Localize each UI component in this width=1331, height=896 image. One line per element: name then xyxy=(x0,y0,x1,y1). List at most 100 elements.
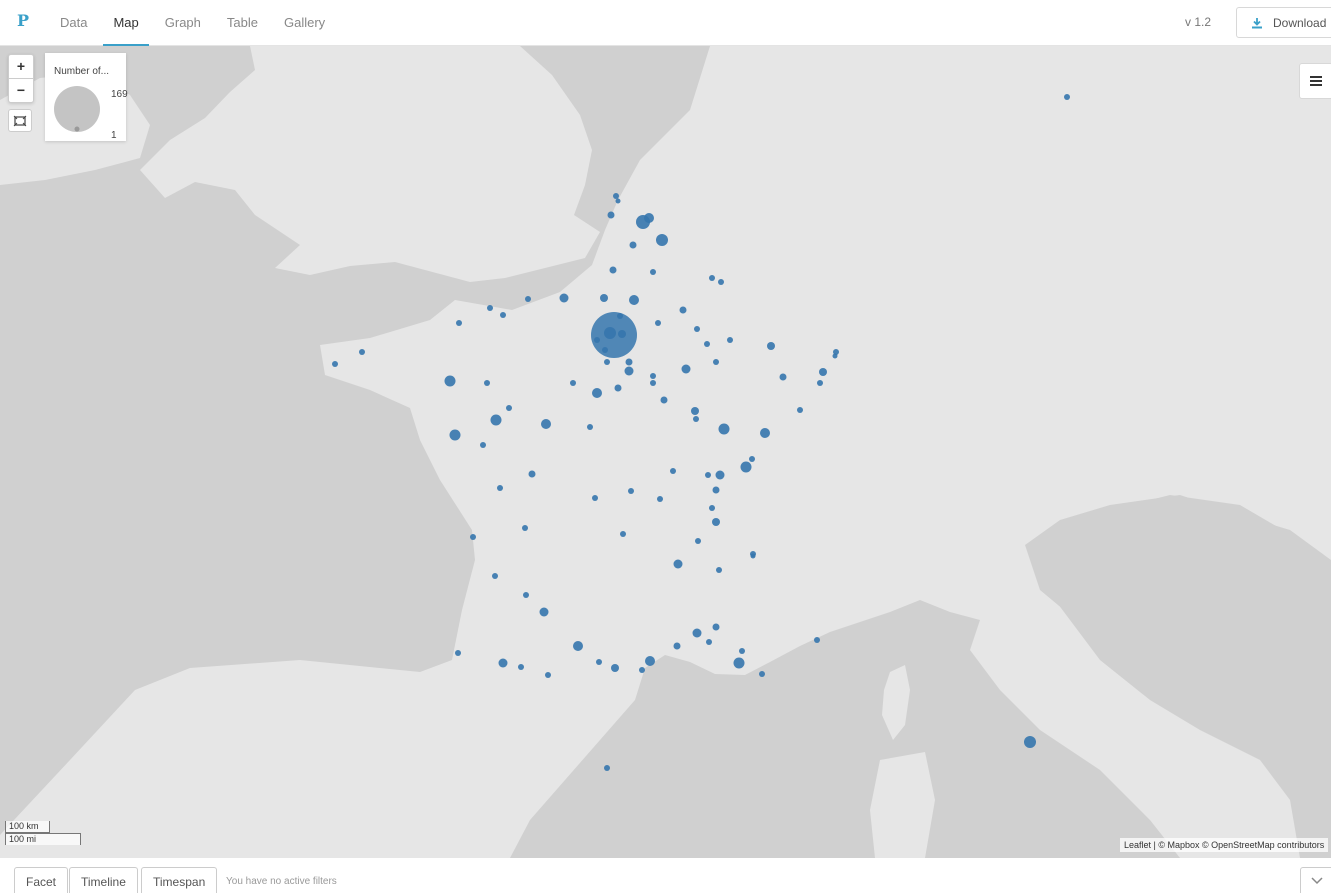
map-marker[interactable] xyxy=(712,518,720,526)
map-marker[interactable] xyxy=(709,275,715,281)
map-marker[interactable] xyxy=(817,380,823,386)
download-button[interactable]: Download xyxy=(1236,7,1331,38)
tab-data[interactable]: Data xyxy=(60,15,88,30)
map-marker[interactable] xyxy=(484,380,490,386)
map-marker[interactable] xyxy=(704,341,710,347)
map-marker[interactable] xyxy=(545,672,551,678)
map-marker[interactable] xyxy=(733,657,745,669)
tab-gallery[interactable]: Gallery xyxy=(283,15,326,30)
tab-table[interactable]: Table xyxy=(226,15,258,30)
map-marker[interactable] xyxy=(639,667,645,673)
map-marker[interactable] xyxy=(749,456,755,462)
map-marker[interactable] xyxy=(706,639,712,645)
map-marker[interactable] xyxy=(819,368,827,376)
map-marker[interactable] xyxy=(681,364,691,374)
map-marker[interactable] xyxy=(740,461,752,473)
map-marker[interactable] xyxy=(727,337,733,343)
map-marker[interactable] xyxy=(712,623,720,631)
map-marker[interactable] xyxy=(487,305,493,311)
map-marker[interactable] xyxy=(673,559,683,569)
map-marker[interactable] xyxy=(444,375,456,387)
map-marker[interactable] xyxy=(694,326,700,332)
map-marker[interactable] xyxy=(705,472,711,478)
fit-bounds-button[interactable] xyxy=(8,109,32,132)
map-marker[interactable] xyxy=(713,359,719,365)
map-marker[interactable] xyxy=(607,211,615,219)
map-marker[interactable] xyxy=(594,337,600,343)
map-marker[interactable] xyxy=(604,327,616,339)
collapse-panel-button[interactable] xyxy=(1300,867,1331,893)
map-marker[interactable] xyxy=(506,405,512,411)
app-logo[interactable]: P xyxy=(17,11,30,30)
map-marker[interactable] xyxy=(695,538,701,544)
map-marker[interactable] xyxy=(592,495,598,501)
map-marker[interactable] xyxy=(497,485,503,491)
map-marker[interactable] xyxy=(620,531,626,537)
map-marker[interactable] xyxy=(359,349,365,355)
map-marker[interactable] xyxy=(624,366,634,376)
map-marker[interactable] xyxy=(679,306,687,314)
map-marker[interactable] xyxy=(629,295,639,305)
map-marker[interactable] xyxy=(498,658,508,668)
map-marker[interactable] xyxy=(609,266,617,274)
map-marker[interactable] xyxy=(470,534,476,540)
map-marker[interactable] xyxy=(650,269,656,275)
map-marker[interactable] xyxy=(718,423,730,435)
map-marker[interactable] xyxy=(604,359,610,365)
map-attribution[interactable]: Leaflet | © Mapbox © OpenStreetMap contr… xyxy=(1120,838,1329,852)
map-marker[interactable] xyxy=(617,313,623,319)
map-marker[interactable] xyxy=(750,553,756,559)
map-marker[interactable] xyxy=(693,416,699,422)
map-marker[interactable] xyxy=(644,213,654,223)
map-marker[interactable] xyxy=(650,373,656,379)
map-marker[interactable] xyxy=(613,193,619,199)
map-marker[interactable] xyxy=(760,428,770,438)
map-marker[interactable] xyxy=(455,650,461,656)
map-marker[interactable] xyxy=(625,358,633,366)
map-marker[interactable] xyxy=(332,361,338,367)
map-marker[interactable] xyxy=(670,468,676,474)
map-marker[interactable] xyxy=(492,573,498,579)
map-marker[interactable] xyxy=(570,380,576,386)
map-marker[interactable] xyxy=(655,320,661,326)
map-marker[interactable] xyxy=(618,330,626,338)
map-marker[interactable] xyxy=(559,293,569,303)
map-marker[interactable] xyxy=(832,353,838,359)
map-marker[interactable] xyxy=(691,407,699,415)
zoom-in-button[interactable]: + xyxy=(9,55,33,79)
map-marker[interactable] xyxy=(759,671,765,677)
map-marker[interactable] xyxy=(541,419,551,429)
map-marker[interactable] xyxy=(539,607,549,617)
map-marker[interactable] xyxy=(528,470,536,478)
layers-menu-button[interactable] xyxy=(1299,63,1331,99)
map-marker[interactable] xyxy=(767,342,775,350)
map-marker[interactable] xyxy=(673,642,681,650)
map-marker[interactable] xyxy=(629,241,637,249)
tab-timeline[interactable]: Timeline xyxy=(69,867,138,893)
map-marker[interactable] xyxy=(615,198,621,204)
map-marker[interactable] xyxy=(611,664,619,672)
map-marker[interactable] xyxy=(449,429,461,441)
map-marker[interactable] xyxy=(718,279,724,285)
map-marker[interactable] xyxy=(692,628,702,638)
map-marker[interactable] xyxy=(604,765,610,771)
map-marker[interactable] xyxy=(814,637,820,643)
map-marker[interactable] xyxy=(500,312,506,318)
zoom-out-button[interactable]: − xyxy=(9,79,33,102)
map-marker[interactable] xyxy=(709,505,715,511)
map-marker[interactable] xyxy=(614,384,622,392)
map-marker[interactable] xyxy=(833,349,839,355)
map-marker[interactable] xyxy=(600,294,608,302)
map-marker[interactable] xyxy=(715,470,725,480)
map-marker[interactable] xyxy=(490,414,502,426)
map-marker[interactable] xyxy=(522,525,528,531)
map-marker[interactable] xyxy=(650,380,656,386)
map-marker[interactable] xyxy=(1024,736,1036,748)
map-marker[interactable] xyxy=(739,648,745,654)
map-marker[interactable] xyxy=(596,659,602,665)
map-marker[interactable] xyxy=(518,664,524,670)
map-marker[interactable] xyxy=(602,347,608,353)
map-marker[interactable] xyxy=(573,641,583,651)
map-marker[interactable] xyxy=(587,424,593,430)
map-marker[interactable] xyxy=(645,656,655,666)
